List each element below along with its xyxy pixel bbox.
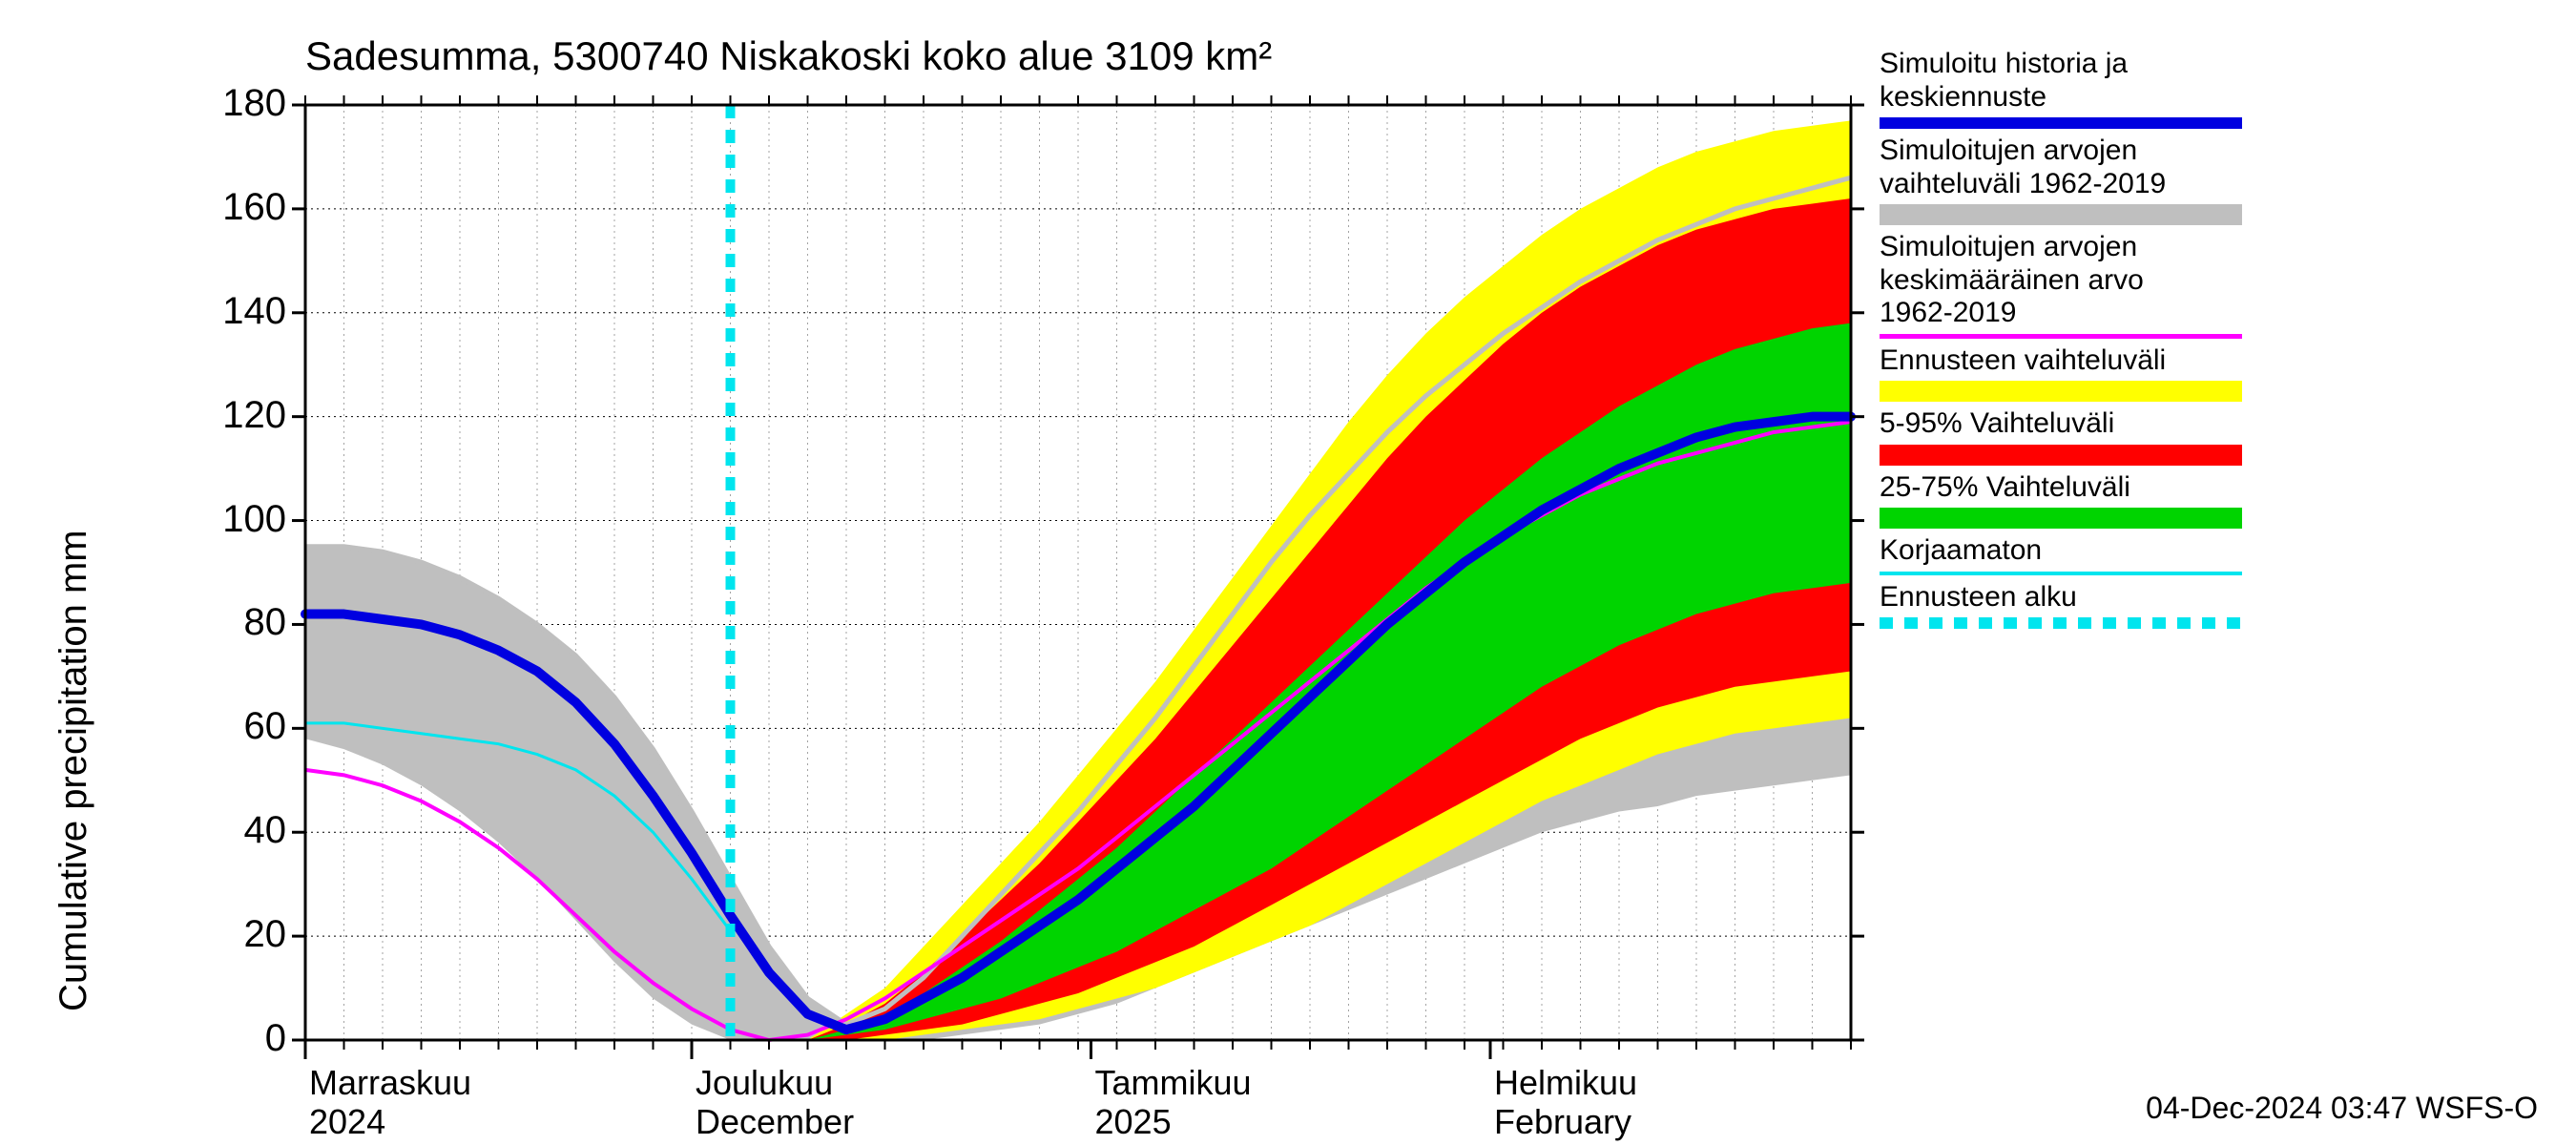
timestamp: 04-Dec-2024 03:47 WSFS-O	[2146, 1091, 2538, 1126]
legend-label: Simuloitu historia ja	[1880, 48, 2242, 81]
x-tick-label: Marraskuu2024	[309, 1063, 471, 1142]
legend-item: Simuloitu historia jakeskiennuste	[1880, 48, 2242, 129]
legend-label: Simuloitujen arvojen	[1880, 231, 2242, 264]
legend-label: Simuloitujen arvojen	[1880, 135, 2242, 168]
legend-swatch	[1880, 204, 2242, 225]
y-tick-label: 180	[191, 82, 286, 125]
x-tick-label: JoulukuuDecember	[696, 1063, 854, 1142]
legend-label: 5-95% Vaihteluväli	[1880, 407, 2242, 441]
legend-item: 25-75% Vaihteluväli	[1880, 471, 2242, 530]
legend-label: keskiennuste	[1880, 81, 2242, 114]
legend-label: Ennusteen alku	[1880, 581, 2242, 614]
legend-swatch	[1880, 508, 2242, 529]
legend-label: Ennusteen vaihteluväli	[1880, 344, 2242, 378]
legend-label: 25-75% Vaihteluväli	[1880, 471, 2242, 505]
plot-area	[286, 86, 1870, 1059]
y-tick-label: 80	[191, 601, 286, 644]
legend-swatch	[1880, 617, 2242, 629]
legend-swatch	[1880, 381, 2242, 402]
legend-label: 1962-2019	[1880, 297, 2242, 330]
x-tick-label: Tammikuu2025	[1095, 1063, 1252, 1142]
legend: Simuloitu historia jakeskiennusteSimuloi…	[1880, 48, 2242, 635]
y-tick-label: 40	[191, 809, 286, 852]
y-tick-label: 140	[191, 290, 286, 333]
y-tick-label: 120	[191, 394, 286, 437]
legend-swatch	[1880, 334, 2242, 339]
legend-item: Korjaamaton	[1880, 534, 2242, 575]
y-axis-label: Cumulative precipitation mm	[52, 530, 95, 1011]
legend-item: 5-95% Vaihteluväli	[1880, 407, 2242, 466]
legend-swatch	[1880, 572, 2242, 575]
y-tick-label: 20	[191, 913, 286, 956]
legend-swatch	[1880, 445, 2242, 466]
y-tick-label: 0	[191, 1017, 286, 1060]
y-tick-label: 60	[191, 705, 286, 748]
chart-container: Sadesumma, 5300740 Niskakoski koko alue …	[0, 0, 2576, 1145]
legend-item: Simuloitujen arvojenvaihteluväli 1962-20…	[1880, 135, 2242, 225]
legend-item: Ennusteen vaihteluväli	[1880, 344, 2242, 403]
legend-item: Ennusteen alku	[1880, 581, 2242, 630]
legend-label: Korjaamaton	[1880, 534, 2242, 568]
chart-title: Sadesumma, 5300740 Niskakoski koko alue …	[305, 33, 1272, 79]
legend-swatch	[1880, 117, 2242, 129]
y-tick-label: 100	[191, 498, 286, 541]
legend-label: keskimääräinen arvo	[1880, 264, 2242, 298]
legend-label: vaihteluväli 1962-2019	[1880, 168, 2242, 201]
x-tick-label: HelmikuuFebruary	[1494, 1063, 1637, 1142]
legend-item: Simuloitujen arvojenkeskimääräinen arvo …	[1880, 231, 2242, 339]
y-tick-label: 160	[191, 186, 286, 229]
